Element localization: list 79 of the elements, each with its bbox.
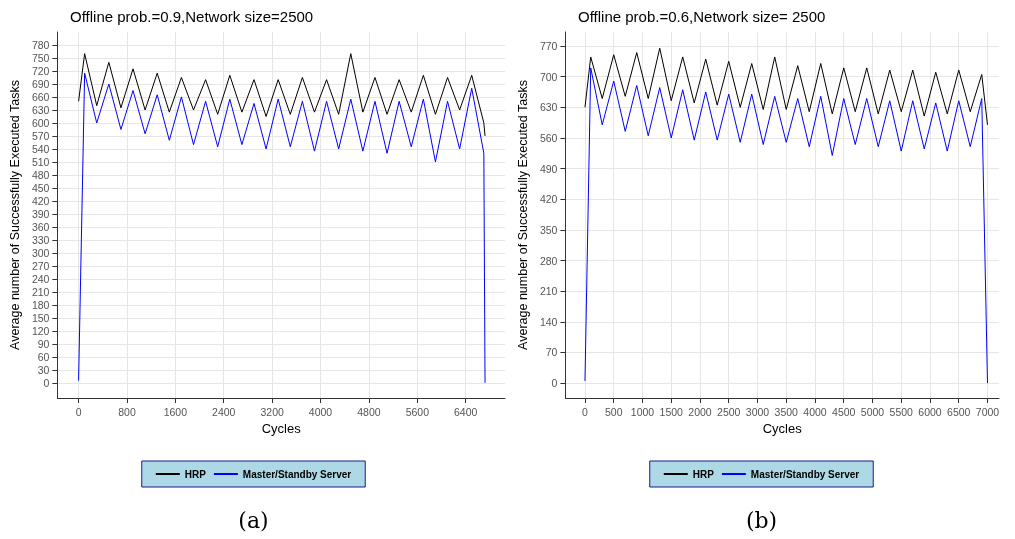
- x-tick-label: 2000: [688, 405, 712, 418]
- x-tick-label: 6400: [454, 405, 478, 418]
- legend-label: Master/Standby Server: [242, 468, 352, 480]
- x-tick-label: 3200: [260, 405, 284, 418]
- x-tick-label: 500: [604, 405, 623, 418]
- x-axis-title: Cycles: [762, 420, 803, 436]
- y-tick-label: 90: [37, 337, 50, 350]
- line-series: [584, 47, 988, 126]
- y-tick-label: 420: [539, 193, 558, 206]
- y-tick-label: 660: [31, 90, 50, 103]
- x-tick-label: 5600: [405, 405, 430, 418]
- legend-label: Master/Standby Server: [750, 468, 860, 480]
- y-tick-label: 770: [539, 40, 558, 53]
- y-tick-label: 140: [539, 315, 558, 328]
- x-tick-label: 2400: [212, 405, 236, 418]
- line-series: [78, 72, 486, 384]
- x-tick-label: 3500: [774, 405, 799, 418]
- y-tick-label: 420: [31, 194, 50, 207]
- y-tick-label: 690: [31, 77, 50, 90]
- line-series: [78, 53, 486, 137]
- y-tick-label: 510: [31, 155, 50, 168]
- y-tick-label: 30: [37, 363, 50, 376]
- x-tick-label: 5000: [860, 405, 885, 418]
- x-tick-label: 1500: [659, 405, 684, 418]
- x-axis-title: Cycles: [261, 420, 302, 436]
- y-tick-label: 540: [31, 142, 50, 155]
- x-tick-label: 5500: [889, 405, 914, 418]
- y-tick-label: 490: [539, 162, 558, 175]
- y-axis-title: Average number of Successfully Executed Tasks: [7, 80, 22, 350]
- y-tick-label: 240: [31, 272, 50, 285]
- y-tick-label: 300: [31, 246, 50, 259]
- y-tick-label: 280: [539, 254, 558, 267]
- chart-title: Offline prob.=0.6,Network size= 2500: [578, 8, 826, 25]
- y-tick-label: 360: [31, 220, 50, 233]
- y-tick-label: 630: [539, 101, 558, 114]
- text: (a): [238, 507, 269, 533]
- text: (b): [745, 507, 778, 533]
- y-tick-label: 780: [31, 38, 50, 51]
- y-tick-label: 60: [37, 350, 50, 363]
- y-tick-label: 270: [31, 259, 50, 272]
- x-tick-label: 1600: [163, 405, 188, 418]
- x-tick-label: 1000: [630, 405, 655, 418]
- y-tick-label: 350: [539, 223, 558, 236]
- y-tick-label: 720: [31, 64, 50, 77]
- x-tick-label: 3000: [745, 405, 770, 418]
- y-tick-label: 210: [31, 285, 50, 298]
- x-tick-label: 800: [118, 405, 136, 418]
- y-tick-label: 0: [551, 377, 558, 390]
- x-tick-label: 0: [75, 405, 82, 418]
- x-tick-label: 2500: [717, 405, 741, 418]
- y-tick-label: 70: [545, 346, 558, 359]
- y-tick-label: 330: [31, 233, 50, 246]
- y-tick-label: 180: [31, 298, 50, 311]
- x-tick-label: 7000: [975, 405, 1000, 418]
- y-tick-label: 0: [43, 376, 50, 389]
- y-tick-label: 480: [31, 168, 50, 181]
- y-tick-label: 150: [31, 311, 50, 324]
- y-tick-label: 390: [31, 207, 50, 220]
- x-tick-label: 6000: [918, 405, 942, 418]
- y-tick-label: 120: [31, 324, 50, 337]
- y-tick-label: 210: [539, 285, 558, 298]
- x-tick-label: 4800: [357, 405, 381, 418]
- x-tick-label: 4500: [832, 405, 856, 418]
- y-tick-label: 630: [31, 103, 50, 116]
- x-tick-label: 4000: [803, 405, 827, 418]
- y-axis-title: Average number of Successfully Executed Tasks: [515, 80, 530, 350]
- line-series: [584, 67, 988, 384]
- legend-label: HRP: [692, 468, 715, 480]
- y-tick-label: 700: [539, 70, 558, 83]
- y-tick-label: 570: [31, 129, 50, 142]
- y-tick-label: 560: [539, 131, 558, 144]
- chart-title: Offline prob.=0.9,Network size=2500: [70, 8, 314, 25]
- legend-label: HRP: [184, 468, 207, 480]
- y-tick-label: 600: [31, 116, 50, 129]
- y-tick-label: 750: [31, 51, 50, 64]
- y-tick-label: 450: [31, 181, 50, 194]
- x-tick-label: 6500: [947, 405, 971, 418]
- x-tick-label: 4000: [308, 405, 333, 418]
- x-tick-label: 0: [582, 405, 589, 418]
